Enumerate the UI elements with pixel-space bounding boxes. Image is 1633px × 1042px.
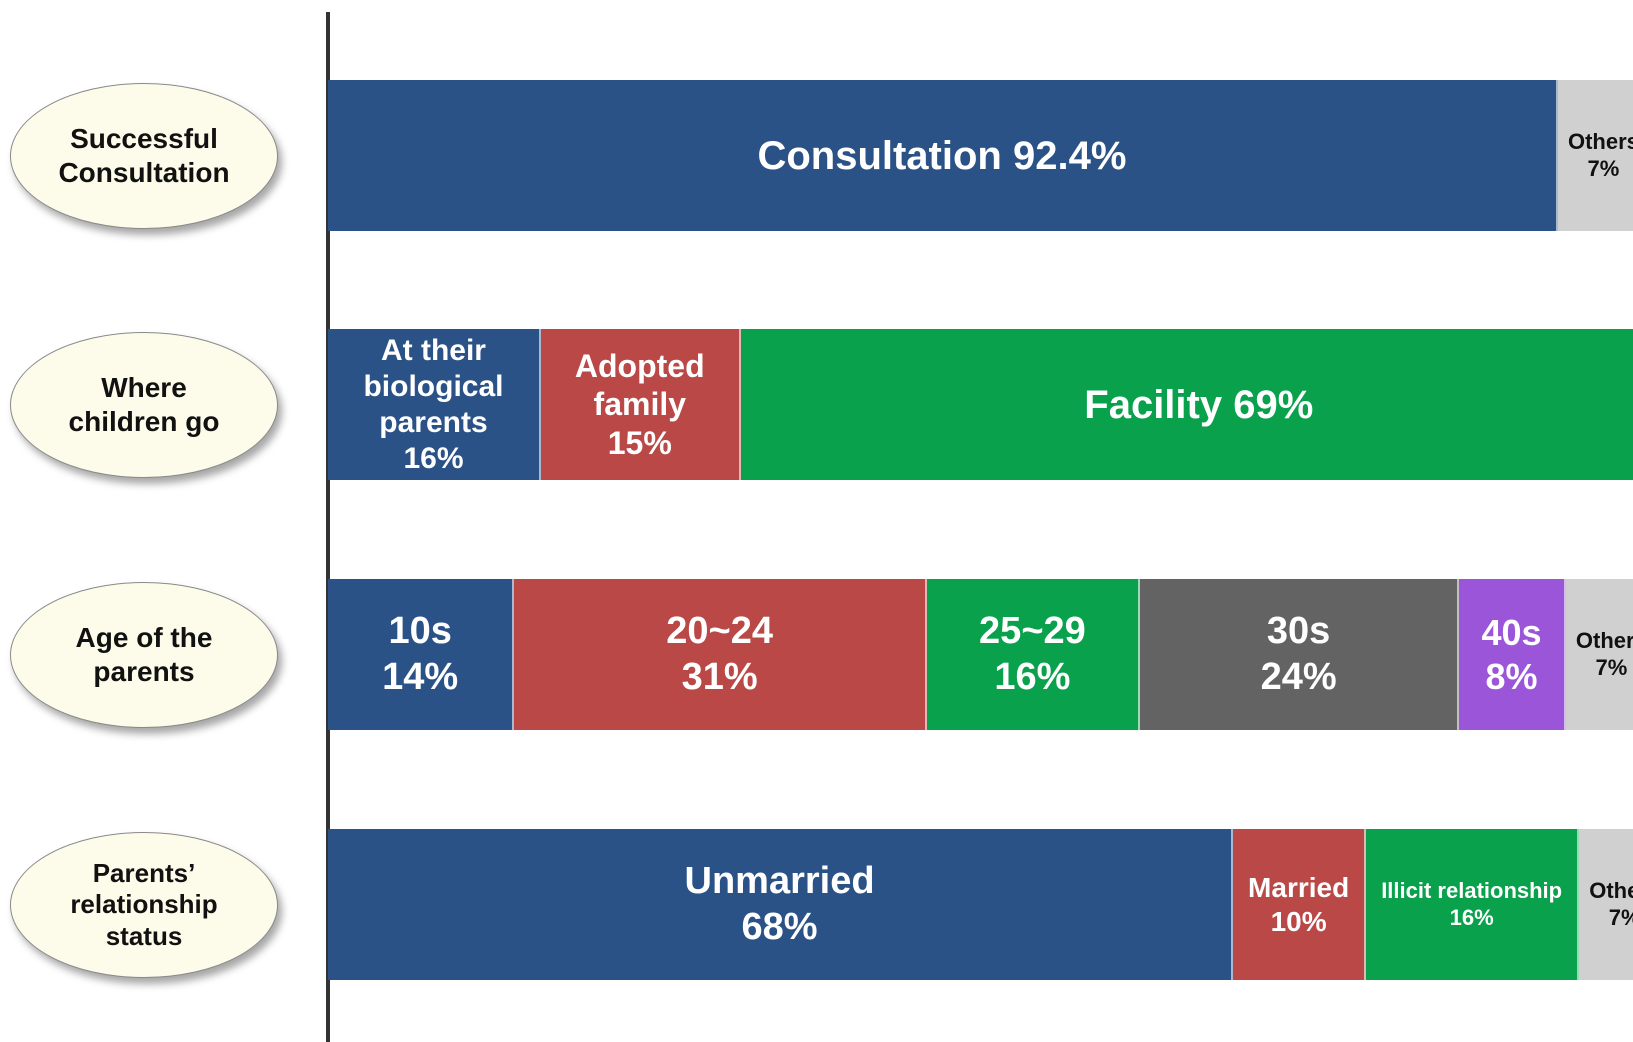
bar-segment: Illicit relationship 16% <box>1366 829 1580 980</box>
bar-row: Unmarried 68% Married 10% Illicit relationsh… <box>328 829 1633 980</box>
row-label: Where children go <box>10 332 278 478</box>
bar-segment: Consultation 92.4% <box>328 80 1558 231</box>
segment-value: 31% <box>681 655 758 698</box>
segment-label: 10s 14% <box>378 609 462 700</box>
segment-label: Consultation 92.4% <box>753 132 1130 180</box>
row-label-text: Successful Consultation <box>58 123 230 188</box>
segment-value: 8% <box>1485 655 1538 697</box>
segment-label: 25~29 16% <box>975 609 1090 700</box>
segment-name: 25~29 <box>979 609 1086 652</box>
row-label-text: Age of the parents <box>75 622 213 687</box>
segment-name: Others <box>1575 628 1633 654</box>
segment-name: Illicit relationship <box>1381 878 1563 904</box>
segment-value: 7% <box>1587 155 1620 181</box>
segment-label: At their biological parents 16% <box>328 333 539 477</box>
segment-label: Illicit relationship 16% <box>1377 878 1566 931</box>
segment-name: Consultation <box>757 133 1002 178</box>
bar-segment: Adopted family 15% <box>540 329 741 480</box>
segment-name: Adopted family <box>574 347 705 423</box>
segment-name: 10s <box>388 609 452 652</box>
segment-value: 16% <box>994 655 1071 698</box>
bar-row: At their biological parents 16% Adopted fa… <box>328 329 1633 480</box>
segment-value: 14% <box>382 655 459 698</box>
segment-value: 69% <box>1233 382 1314 427</box>
segment-value: 15% <box>607 424 672 461</box>
row-label: Age of the parents <box>10 582 278 728</box>
bar-segment: At their biological parents 16% <box>328 329 541 480</box>
segment-value: 68% <box>741 905 818 948</box>
row-label-text: Parents’ relationship status <box>70 858 218 951</box>
bar-segment: 40s 8% <box>1459 579 1566 730</box>
segment-name: Facility <box>1084 382 1223 427</box>
bar-segment: 30s 24% <box>1139 579 1460 730</box>
segment-name: 20~24 <box>666 609 773 652</box>
bar-segment: Married 10% <box>1233 829 1367 980</box>
axis-line <box>326 12 330 1042</box>
row-label: Successful Consultation <box>10 83 278 229</box>
segment-name: Unmarried <box>684 859 875 902</box>
segment-value: 24% <box>1260 655 1337 698</box>
segment-name: 30s <box>1266 609 1331 652</box>
bar-segment: Facility 69% <box>740 329 1633 480</box>
segment-label: 30s 24% <box>1257 609 1341 700</box>
segment-name: Others <box>1589 878 1633 904</box>
row-label: Parents’ relationship status <box>10 832 278 978</box>
bar-segment: 10s 14% <box>328 579 515 730</box>
segment-value: 7% <box>1608 904 1633 930</box>
segment-name: Others <box>1567 129 1633 155</box>
segment-name: At their biological parents <box>363 333 504 439</box>
segment-value: 10% <box>1270 905 1327 937</box>
segment-label: Facility 69% <box>1080 381 1317 429</box>
row-label-text: Where children go <box>68 372 220 437</box>
segment-value: 92.4% <box>1012 133 1127 178</box>
bar-row: Consultation 92.4% Others 7% <box>328 80 1633 231</box>
segment-value: 7% <box>1595 654 1628 680</box>
bar-segment: 20~24 31% <box>514 579 927 730</box>
bar-segment: 25~29 16% <box>926 579 1140 730</box>
segment-name: 40s <box>1481 612 1542 654</box>
segment-label: Adopted family 15% <box>541 347 739 462</box>
segment-label: 20~24 31% <box>662 609 777 700</box>
segment-value: 16% <box>1449 904 1494 930</box>
segment-label: Unmarried 68% <box>681 859 879 950</box>
bar-segment: Unmarried 68% <box>328 829 1234 980</box>
segment-label: 40s 8% <box>1478 611 1546 697</box>
segment-value: 16% <box>403 441 464 475</box>
segment-name: Married <box>1248 871 1350 903</box>
segment-label: Married 10% <box>1244 871 1353 938</box>
